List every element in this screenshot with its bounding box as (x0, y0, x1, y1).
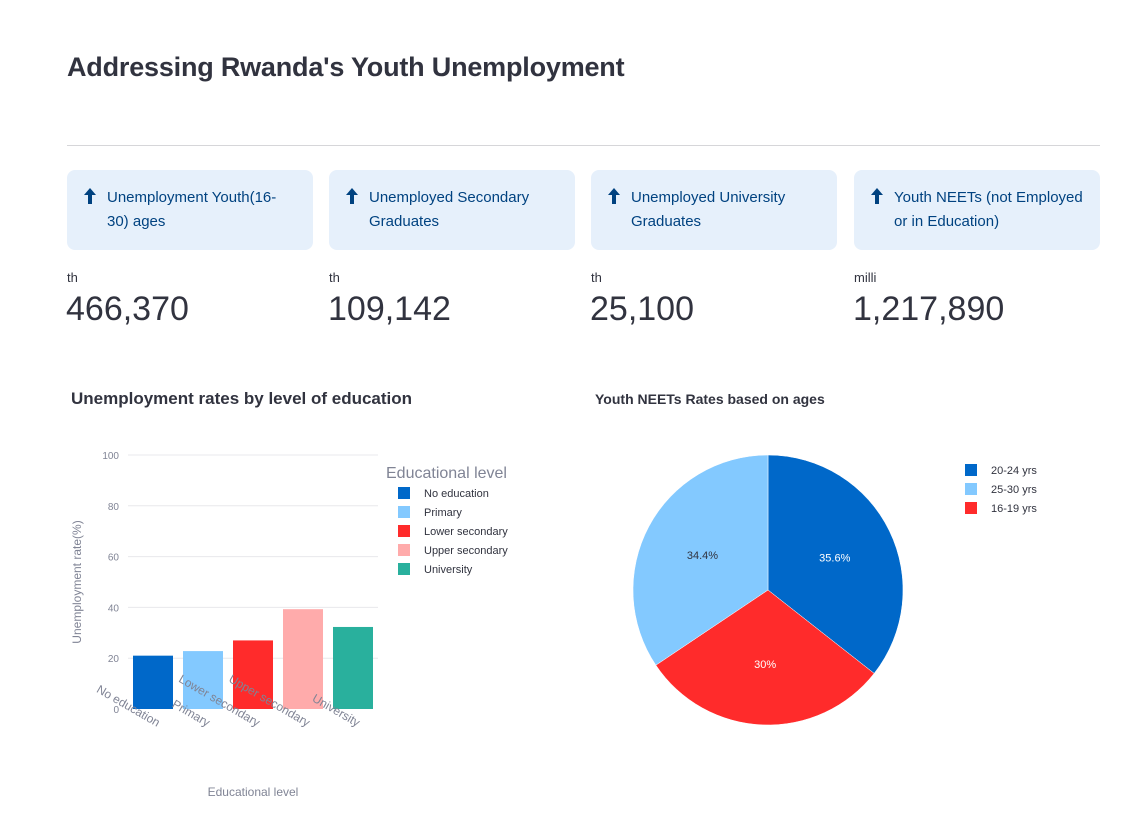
bar (183, 651, 223, 709)
metric-card-label: Unemployment Youth(16- 30) ages (107, 189, 277, 230)
y-tick-label: 100 (102, 451, 119, 462)
y-tick-label: 80 (108, 502, 120, 513)
legend-label: University (424, 564, 473, 576)
legend-label: Primary (424, 507, 462, 519)
y-tick-label: 0 (113, 705, 119, 716)
metric-unit-label: th (67, 270, 78, 285)
bar (283, 609, 323, 709)
legend-swatch (398, 487, 410, 499)
metric-value: 109,142 (328, 290, 451, 328)
metric-unit-label: th (591, 270, 602, 285)
metric-card-university-graduates: Unemployed University Graduates (591, 170, 837, 250)
legend-label: 20-24 yrs (991, 465, 1037, 477)
legend-swatch (965, 502, 977, 514)
legend-swatch (398, 544, 410, 556)
bar (233, 640, 273, 709)
metric-value: 466,370 (66, 290, 189, 328)
legend-swatch (965, 464, 977, 476)
metric-card-label: Youth NEETs (not Employed or in Education… (894, 189, 1083, 230)
pie-data-label: 34.4% (687, 550, 718, 562)
legend-label: Lower secondary (424, 526, 508, 538)
metric-card-youth-neets: Youth NEETs (not Employed or in Education… (854, 170, 1100, 250)
pie-data-label: 35.6% (819, 553, 850, 565)
y-axis-label: Unemployment rate(%) (70, 520, 84, 643)
legend-label: 25-30 yrs (991, 484, 1037, 496)
legend-label: Upper secondary (424, 545, 508, 557)
legend-swatch (398, 506, 410, 518)
page-title: Addressing Rwanda's Youth Unemployment (67, 52, 625, 82)
arrow-up-icon (346, 188, 358, 204)
y-tick-label: 20 (108, 654, 120, 665)
x-axis-label: Educational level (208, 785, 299, 799)
y-tick-label: 40 (108, 603, 120, 614)
bar-chart-title: Unemployment rates by level of education (71, 389, 413, 408)
metric-value: 25,100 (590, 290, 694, 328)
metric-unit-label: th (329, 270, 340, 285)
legend-swatch (965, 483, 977, 495)
metric-value: 1,217,890 (853, 290, 1005, 328)
arrow-up-icon (608, 188, 620, 204)
metric-unit-label: milli (854, 270, 877, 285)
pie-slice (767, 454, 904, 674)
metric-card-label: Unemployed Secondary Graduates (369, 189, 530, 230)
pie-chart: 35.6% 30% 34.4% 20-24 yrs 25-30 yrs 16-19 yrs (632, 454, 1037, 726)
pie-data-label: 30% (754, 659, 776, 671)
bar (333, 626, 373, 709)
bar-chart: 0 20 40 60 80 100 No education Primary Lower sec… (70, 451, 508, 799)
arrow-up-icon (84, 188, 96, 204)
bar (133, 655, 173, 709)
pie-slice (655, 589, 875, 726)
y-tick-label: 60 (108, 553, 120, 564)
metric-card-unemployment-youth: Unemployment Youth(16- 30) ages (67, 170, 313, 250)
legend-swatch (398, 563, 410, 575)
arrow-up-icon (871, 188, 883, 204)
legend-label: 16-19 yrs (991, 503, 1037, 515)
pie-chart-title: Youth NEETs Rates based on ages (595, 391, 825, 407)
pie-slice (632, 454, 769, 666)
legend-label: No education (424, 488, 489, 500)
divider (67, 145, 1100, 146)
legend-swatch (398, 525, 410, 537)
metric-card-label: Unemployed University Graduates (631, 189, 786, 230)
legend-title: Educational level (386, 465, 507, 482)
metric-card-secondary-graduates: Unemployed Secondary Graduates (329, 170, 575, 250)
